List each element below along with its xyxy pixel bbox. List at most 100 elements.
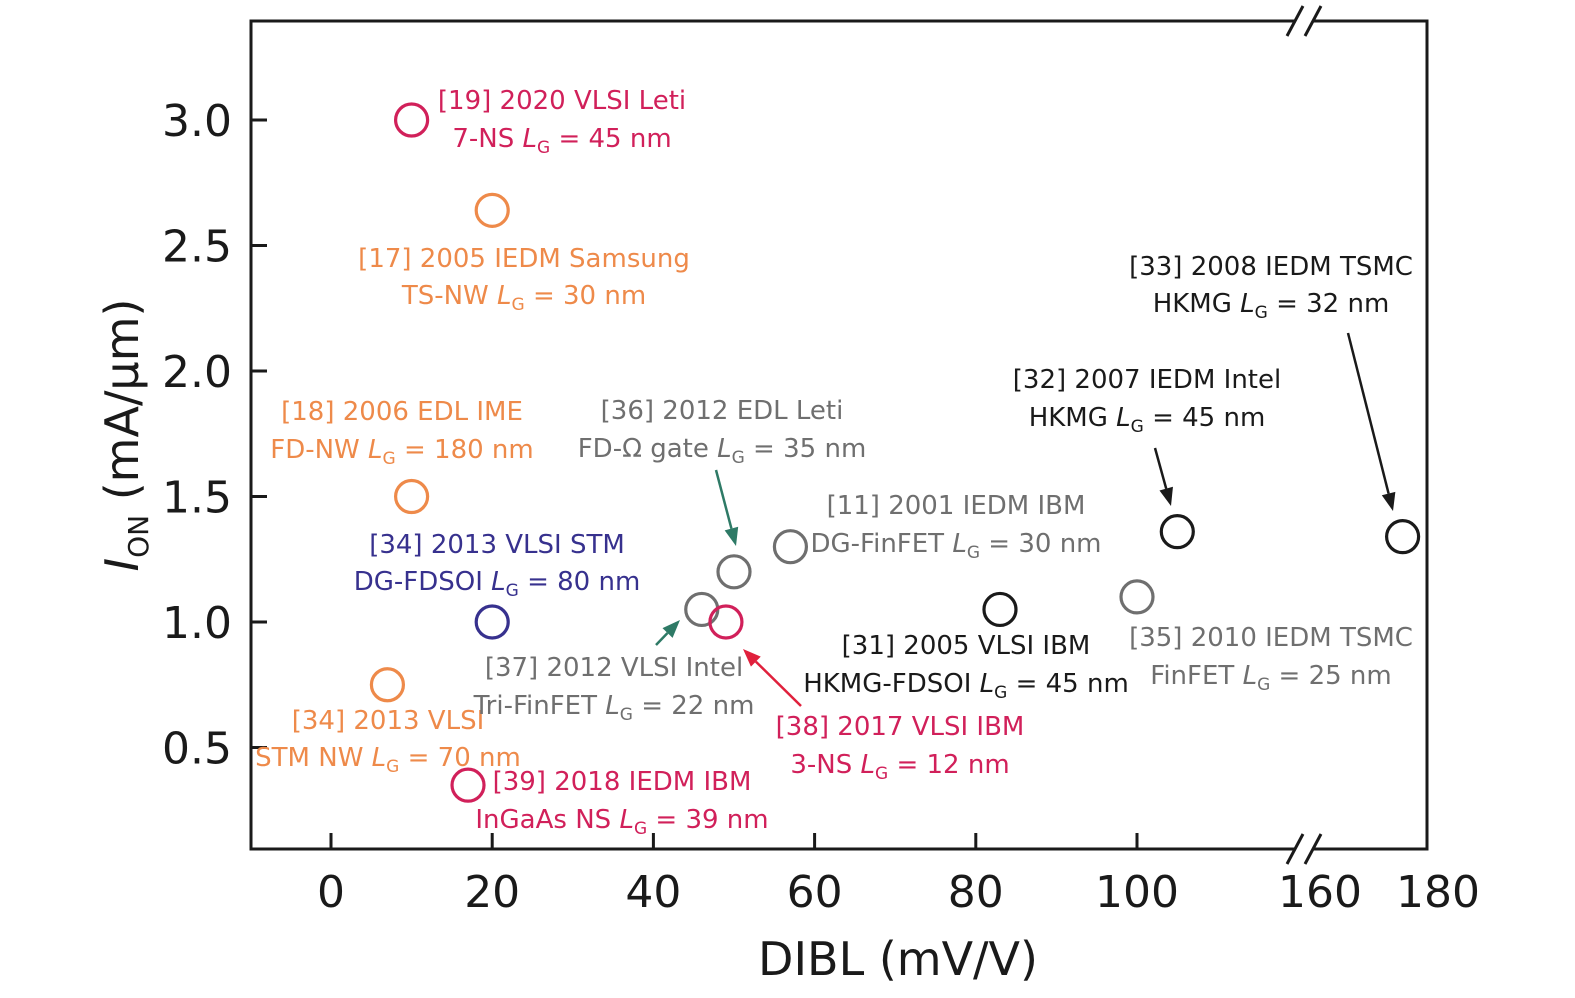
annotation-detail: DG-FDSOI LG = 80 nm — [354, 567, 641, 601]
annotation-gate-subscript: G — [512, 295, 525, 315]
annotation-title: [11] 2001 IEDM IBM — [827, 491, 1086, 521]
annotation-title: [35] 2010 IEDM TSMC — [1129, 623, 1413, 653]
data-point — [982, 591, 1018, 628]
x-tick-label: 0 — [317, 867, 345, 918]
annotation-device: FinFET — [1150, 661, 1242, 691]
data-point — [474, 604, 510, 640]
annotation-detail: FD-Ω gate LG = 35 nm — [578, 434, 867, 468]
annotation-gate-symbol: L — [1240, 289, 1255, 319]
annotation-gate-subscript: G — [1257, 675, 1270, 695]
x-tick-label: 160 — [1278, 867, 1362, 918]
annotation-gate-subscript: G — [875, 764, 888, 784]
y-tick-label: 0.5 — [162, 724, 232, 775]
annotation-gate-symbol: L — [523, 124, 538, 154]
y-axis-ticks: 0.5 1.0 1.5 2.0 2.5 3.0 — [162, 96, 267, 775]
annotation-arrow — [714, 469, 733, 529]
annotation-arrows — [655, 332, 1396, 707]
annotation-detail: FinFET LG = 25 nm — [1150, 661, 1391, 695]
data-point — [684, 591, 720, 628]
annotation-gate-value: = 30 nm — [525, 281, 646, 311]
annotation-device: HKMG-FDSOI — [803, 669, 979, 699]
annotation-title: [37] 2012 VLSI Intel — [485, 653, 743, 683]
annotation-device: Tri-FinFET — [473, 691, 606, 721]
annotation-arrow — [1346, 332, 1390, 494]
annotation-gate-subscript: G — [1131, 417, 1144, 437]
annotation-gate-subscript: G — [1255, 303, 1268, 323]
x-axis-title: DIBL (mV/V) — [758, 932, 1038, 986]
annotation-title: [39] 2018 IEDM IBM — [493, 767, 752, 797]
data-point — [394, 478, 430, 515]
annotation-gate-symbol: L — [861, 750, 876, 780]
annotation-arrowhead — [662, 620, 680, 638]
y-tick-label: 1.0 — [162, 598, 232, 649]
annotation-title: [31] 2005 VLSI IBM — [842, 631, 1091, 661]
annotation-gate-value: = 12 nm — [888, 750, 1009, 780]
y-tick-label: 3.0 — [162, 96, 232, 147]
annotation-arrow — [754, 660, 802, 707]
annotation-gate-symbol: L — [368, 435, 383, 465]
data-point — [772, 529, 809, 565]
annotation-gate-value: = 39 nm — [647, 805, 768, 835]
annotation-title: [32] 2007 IEDM Intel — [1013, 365, 1281, 395]
x-axis-ticks: 0 20 40 60 80 100 160 180 — [317, 833, 1480, 918]
data-point — [394, 102, 430, 138]
annotation-gate-subscript: G — [383, 449, 396, 469]
annotation-gate-value: = 35 nm — [745, 434, 866, 464]
annotation-device: HKMG — [1153, 289, 1240, 319]
annotation-detail: InGaAs NS LG = 39 nm — [475, 805, 768, 839]
annotation-gate-subscript: G — [386, 757, 399, 777]
annotation-gate-symbol: L — [717, 434, 732, 464]
data-point — [474, 192, 510, 228]
y-axis-title-unit: (mA/μm) — [95, 299, 149, 515]
annotation-gate-subscript: G — [732, 448, 745, 468]
annotation-gate-value: = 30 nm — [980, 529, 1101, 559]
y-axis-title: ION (mA/μm) — [95, 299, 155, 572]
annotation-gate-symbol: L — [497, 281, 512, 311]
annotation-gate-subscript: G — [994, 683, 1007, 703]
bottom-break-gap — [1296, 843, 1314, 855]
annotation-title: [17] 2005 IEDM Samsung — [358, 244, 690, 274]
annotation-gate-subscript: G — [620, 705, 633, 725]
annotation-gate-subscript: G — [506, 581, 519, 601]
data-point — [450, 767, 486, 803]
annotation-device: HKMG — [1029, 403, 1116, 433]
annotation-gate-value: = 45 nm — [1144, 403, 1265, 433]
annotation-gate-symbol: L — [980, 669, 995, 699]
x-tick-label: 20 — [464, 867, 520, 918]
top-break-gap — [1296, 15, 1314, 27]
annotation-gate-symbol: L — [1116, 403, 1131, 433]
x-tick-label: 80 — [948, 867, 1004, 918]
annotation-gate-symbol: L — [605, 691, 620, 721]
annotation-title: [36] 2012 EDL Leti — [601, 396, 844, 426]
annotation-arrowhead — [1381, 491, 1396, 511]
annotation-gate-value: = 80 nm — [519, 567, 640, 597]
annotation-detail: FD-NW LG = 180 nm — [270, 435, 533, 469]
annotation-title: [34] 2013 VLSI STM — [369, 530, 625, 560]
annotation-detail: 3-NS LG = 12 nm — [790, 750, 1009, 784]
annotation-gate-symbol: L — [952, 529, 967, 559]
annotation-gate-value: = 22 nm — [633, 691, 754, 721]
annotation-detail: 7-NS LG = 45 nm — [452, 124, 671, 158]
annotation-gate-value: = 32 nm — [1268, 289, 1389, 319]
annotation-arrow — [1153, 447, 1168, 489]
annotation-gate-value: = 25 nm — [1270, 661, 1391, 691]
annotation-arrowhead — [743, 649, 761, 667]
annotation-device: DG-FinFET — [810, 529, 952, 559]
top-axis-break-mark — [1285, 5, 1323, 37]
annotation-detail: TS-NW LG = 30 nm — [401, 281, 646, 315]
annotation-gate-symbol: L — [619, 805, 634, 835]
annotation-device: 7-NS — [452, 124, 522, 154]
plot-frame — [249, 19, 1429, 851]
annotation-device: TS-NW — [401, 281, 497, 311]
annotation-title: [38] 2017 VLSI IBM — [776, 712, 1025, 742]
plot-area — [249, 5, 1429, 865]
data-point — [1159, 514, 1195, 550]
data-points — [369, 102, 1421, 803]
annotation-gate-symbol: L — [1243, 661, 1258, 691]
annotation-title: [18] 2006 EDL IME — [281, 397, 523, 427]
annotation-detail: STM NW LG = 70 nm — [255, 743, 521, 777]
annotation-title: [34] 2013 VLSI — [292, 706, 485, 736]
y-axis-title-main: I — [95, 558, 149, 572]
